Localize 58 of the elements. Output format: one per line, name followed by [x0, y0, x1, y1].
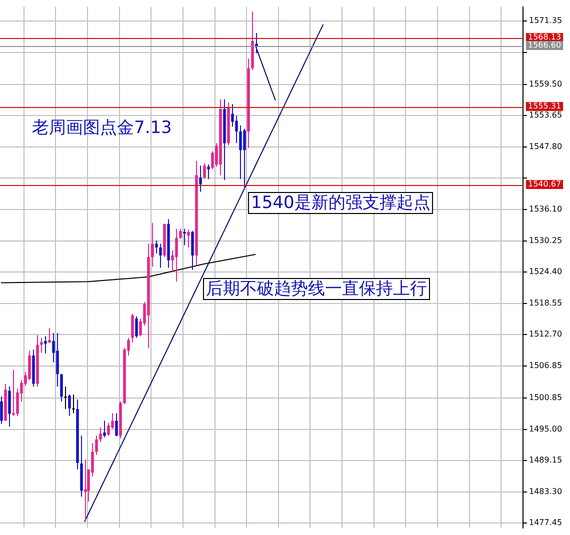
y-tick-label: 1518.55: [529, 298, 562, 308]
y-tick-label: 1506.85: [529, 360, 562, 370]
candlestick: [0, 396, 3, 424]
y-tick-label: 1500.85: [529, 393, 562, 402]
candlestick: [60, 374, 63, 402]
candlestick: [84, 459, 87, 521]
y-tick-label: 1477.45: [529, 518, 562, 528]
candlestick: [243, 128, 246, 188]
ref-line-label: 1540.67: [528, 180, 562, 189]
y-tick-label: 1571.35: [529, 16, 562, 26]
candlestick: [203, 162, 206, 180]
candlestick: [107, 422, 110, 436]
candlestick: [187, 229, 190, 248]
y-tick-label: 1512.70: [529, 330, 562, 339]
y-tick-label: 1495.00: [529, 424, 562, 434]
annotation: 老周画图点金7.13: [31, 118, 173, 138]
y-tick-label: 1547.80: [529, 142, 562, 151]
candlestick: [72, 394, 75, 414]
candlestick: [159, 243, 162, 268]
candlestick: [40, 337, 43, 354]
candlestick: [68, 394, 71, 416]
annotation: 1540是新的强支撑起点: [248, 192, 434, 214]
candlestick: [191, 230, 194, 270]
candlestick: [135, 316, 138, 338]
candlestick: [175, 228, 178, 282]
candlestick: [183, 228, 186, 246]
candlestick: [131, 313, 134, 344]
annotation: 后期不破趋势线一直保持上行: [203, 278, 430, 300]
candlestick: [8, 386, 11, 428]
candlestick: [12, 369, 15, 416]
candlestick: [179, 228, 182, 240]
candlestick: [48, 328, 51, 344]
candlestick: [103, 420, 106, 438]
candlestick: [207, 164, 210, 180]
y-tick-label: 1553.65: [529, 110, 562, 120]
candlestick: [155, 240, 158, 254]
candlestick: [235, 115, 238, 144]
candlestick: [64, 386, 67, 410]
candlestick: [151, 222, 154, 268]
ref-line-label: 1566.60: [528, 40, 562, 50]
y-tick-label: 1530.25: [529, 236, 562, 245]
ref-line-label: 1568.13: [528, 32, 562, 42]
candlestick: [231, 104, 234, 128]
candlestick: [199, 165, 202, 192]
candlestick: [44, 336, 47, 354]
candlestick: [115, 412, 118, 437]
y-tick-label: 1559.50: [529, 79, 562, 88]
ref-line-label: 1555.31: [528, 102, 562, 111]
candlestick: [95, 435, 98, 456]
y-tick-label: 1524.40: [529, 267, 562, 276]
candlestick: [99, 427, 102, 443]
candlestick: [28, 350, 31, 381]
y-tick-label: 1483.30: [529, 486, 562, 496]
candlestick: [255, 32, 258, 54]
candlestick: [56, 332, 59, 387]
candlestick: [239, 125, 242, 180]
y-tick-label: 1536.10: [529, 204, 562, 214]
y-tick-label: 1489.15: [529, 456, 562, 465]
